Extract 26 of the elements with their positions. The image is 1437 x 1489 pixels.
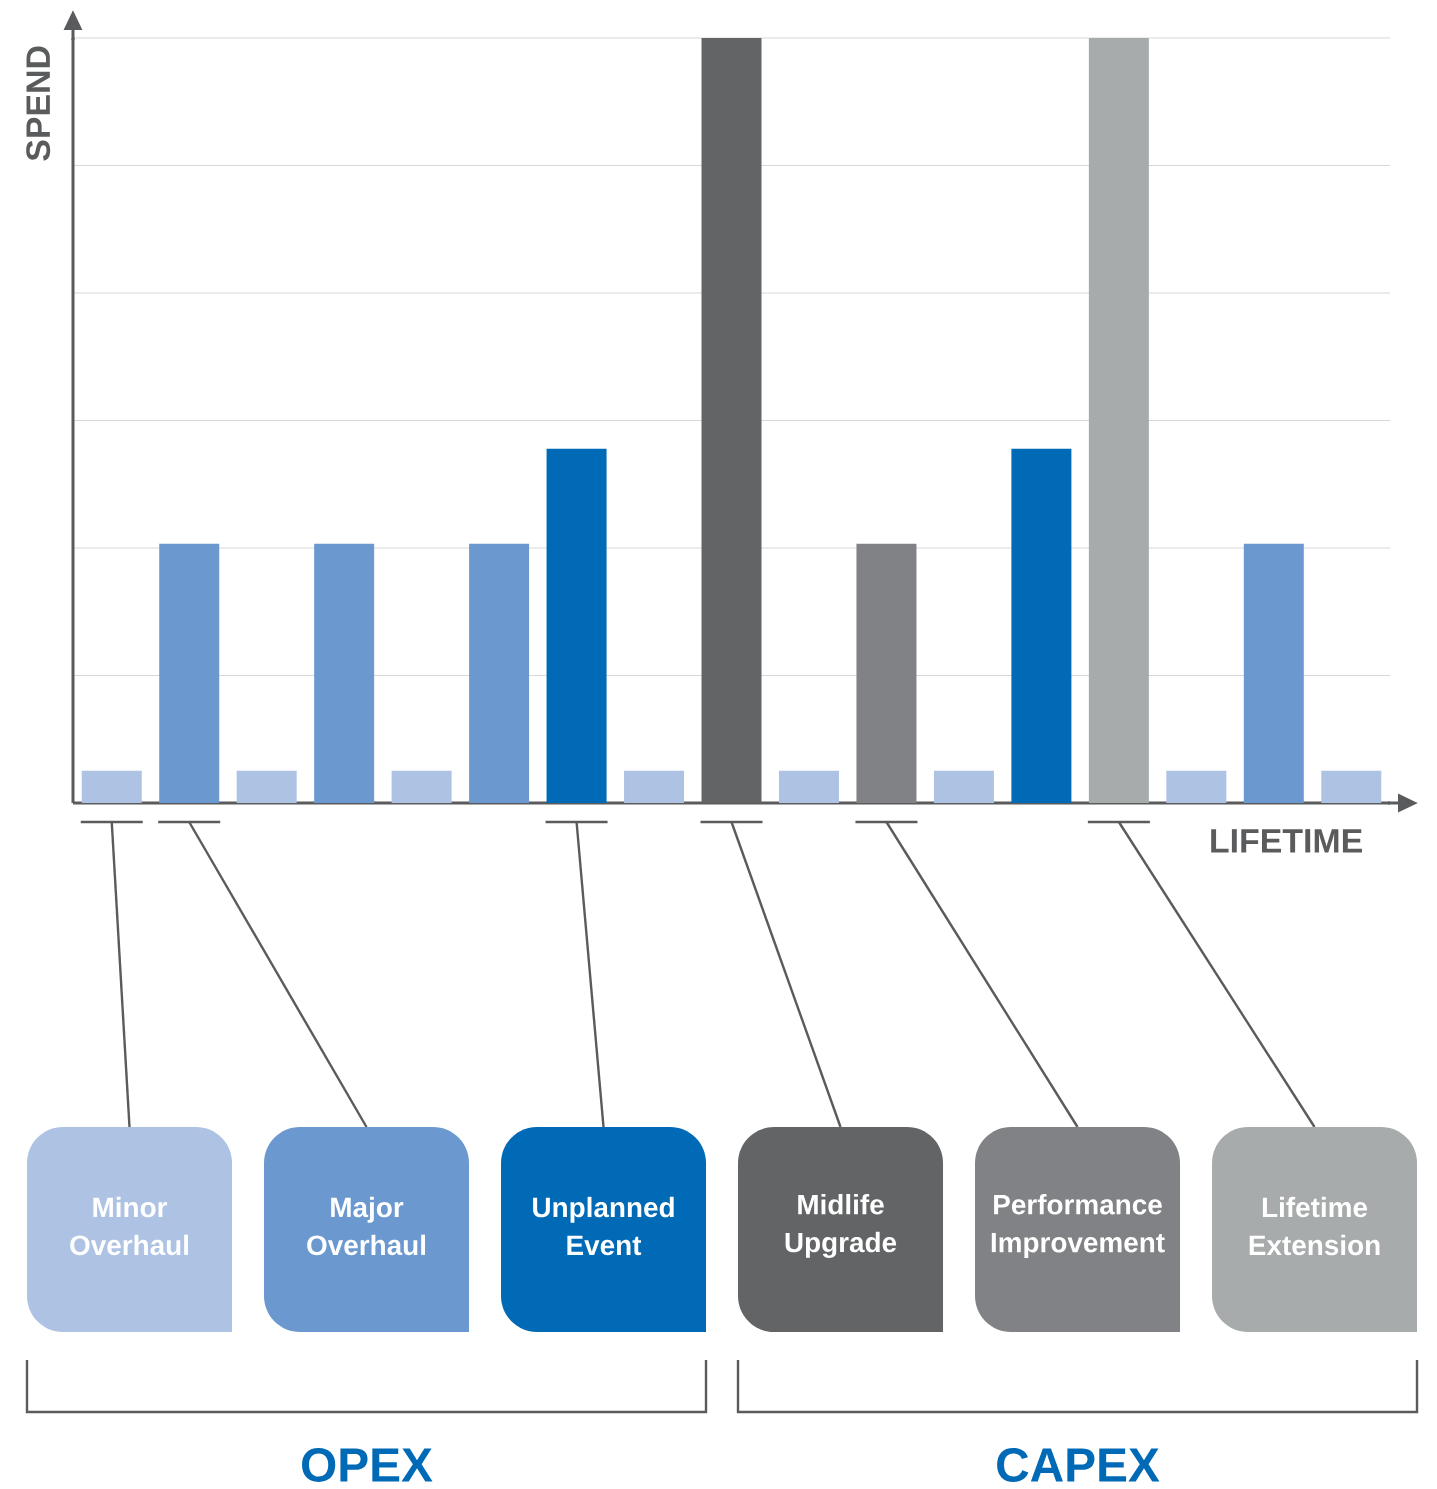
- category-label: Unplanned Event: [533, 1196, 674, 1256]
- bar: [81, 770, 142, 803]
- category-label: Midlife Upgrade: [785, 1194, 897, 1258]
- bar: [856, 543, 917, 803]
- bar: [1243, 543, 1304, 803]
- bar: [933, 770, 994, 803]
- bar: [624, 770, 685, 803]
- category-label: Lifetime Extension: [1249, 1196, 1380, 1256]
- bar: [159, 543, 220, 803]
- bar: [236, 770, 297, 803]
- text: OPEX: [302, 1448, 433, 1482]
- text: CAPEX: [997, 1448, 1160, 1482]
- bar: [391, 770, 452, 803]
- category-label: Minor Overhaul: [70, 1196, 188, 1256]
- bar: [1166, 770, 1227, 803]
- y-axis-title: SPEND: [26, 46, 51, 161]
- bar: [778, 770, 839, 803]
- x-axis-title: LIFETIME: [1211, 829, 1362, 853]
- bar: [546, 448, 607, 803]
- bar: [1088, 37, 1149, 803]
- bar: [314, 543, 375, 803]
- category-label: Performance Improvement: [991, 1194, 1165, 1258]
- bar: [1011, 448, 1072, 803]
- bar: [469, 543, 530, 803]
- bar: [1321, 770, 1382, 803]
- category-label: Major Overhaul: [307, 1196, 425, 1256]
